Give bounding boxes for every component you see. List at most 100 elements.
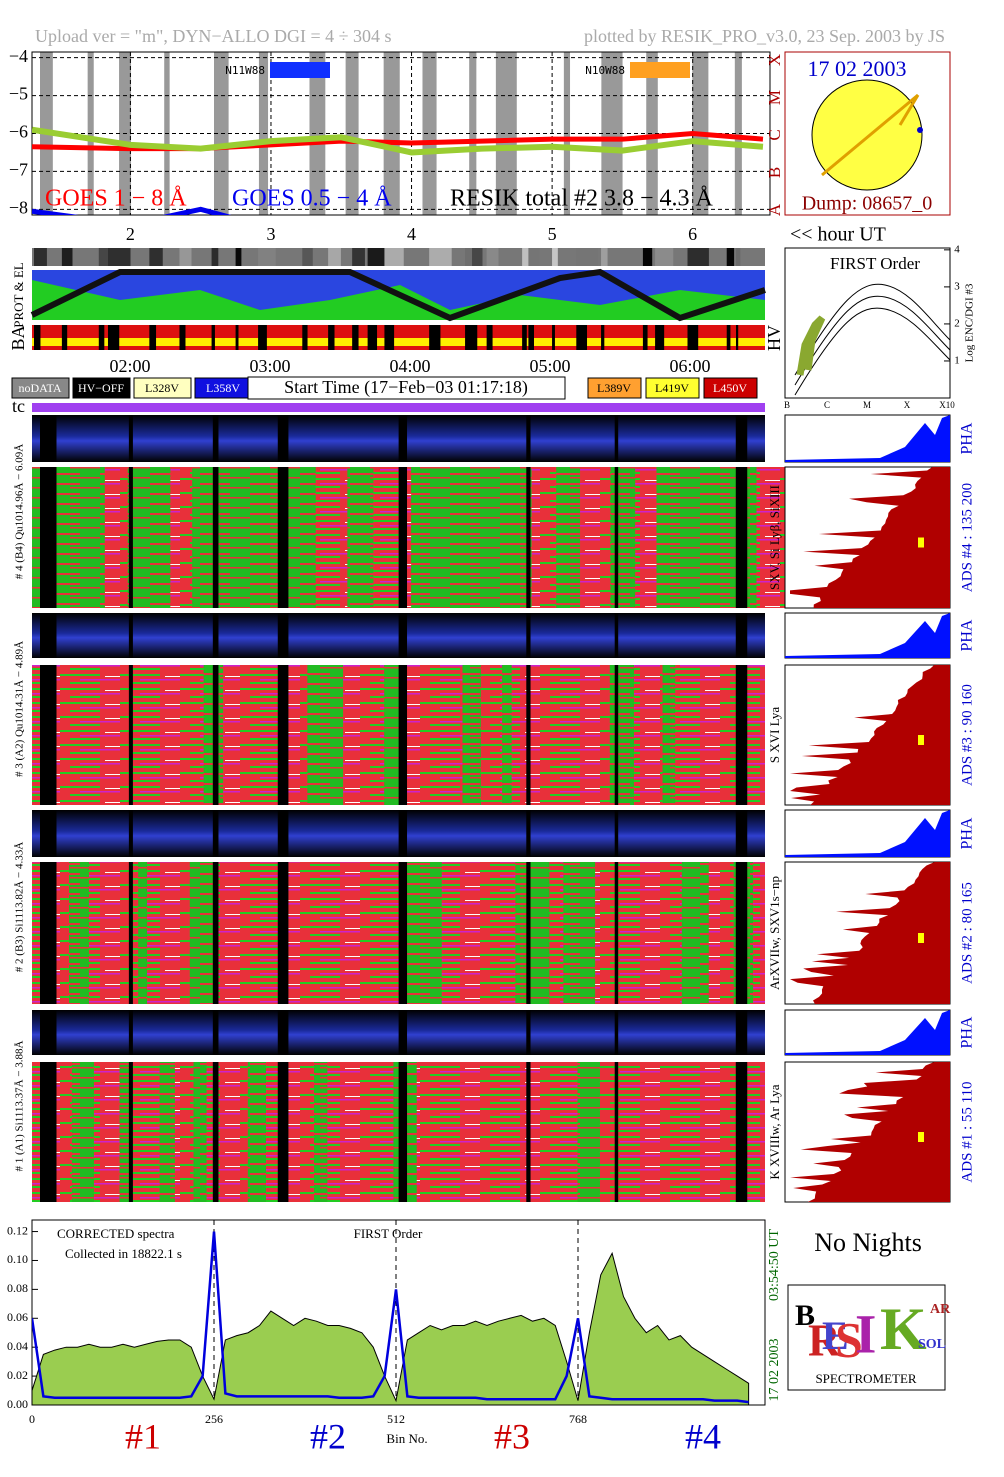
sun-arrow xyxy=(821,93,919,177)
spectrum-title: FIRST Order xyxy=(354,1226,423,1241)
time-label: 06:00 xyxy=(669,356,710,376)
strip-cell xyxy=(655,248,674,266)
sun-region xyxy=(917,127,923,133)
spectrum-date: 17 02 2003 xyxy=(767,1339,782,1402)
strip-cell xyxy=(601,248,608,266)
strip-gap xyxy=(179,325,186,350)
gap xyxy=(277,613,289,658)
gap xyxy=(128,665,133,805)
x-tick-label: 0 xyxy=(29,1412,35,1426)
strip-label: BA xyxy=(8,325,28,350)
legend-box xyxy=(133,377,192,399)
gap xyxy=(614,1010,619,1055)
line-names: ArXVIIw, SXV1s−np xyxy=(767,876,782,990)
strip-gap xyxy=(328,325,335,350)
x-tick-label: 768 xyxy=(569,1412,587,1426)
gap xyxy=(526,1010,531,1055)
logo-letter: AR xyxy=(930,1302,951,1317)
curve xyxy=(794,283,951,376)
logo-letter: B xyxy=(795,1299,815,1332)
y-tick-label: −8 xyxy=(9,197,28,217)
start-box xyxy=(247,376,566,400)
gap xyxy=(128,810,133,857)
gap xyxy=(212,862,219,1004)
spectra-stripe xyxy=(563,862,596,1004)
gap xyxy=(398,665,408,805)
x-tick-label: 3 xyxy=(266,224,275,244)
strip-gap xyxy=(576,325,588,350)
flare-class: X xyxy=(765,54,784,66)
spectra-stripe xyxy=(646,1062,679,1202)
gap xyxy=(526,467,531,608)
spectra-stripe xyxy=(547,665,586,805)
gap xyxy=(40,467,57,608)
gap xyxy=(212,1010,219,1055)
gap xyxy=(614,810,619,857)
data-gap xyxy=(601,52,623,215)
strip-gap xyxy=(522,325,527,350)
x-tick-label: 256 xyxy=(205,1412,223,1426)
y-tick-label: 4 xyxy=(954,243,960,255)
strip xyxy=(32,338,765,346)
spectrum-curves xyxy=(32,1231,750,1405)
strip-gap xyxy=(601,325,605,350)
x-label: Bin No. xyxy=(386,1431,427,1446)
note: CORRECTED spectra xyxy=(57,1226,175,1241)
gap xyxy=(277,1062,289,1202)
gap xyxy=(735,613,748,658)
gap xyxy=(277,665,289,805)
gap xyxy=(614,862,619,1004)
data-gap xyxy=(422,52,437,215)
gap xyxy=(735,415,748,462)
group-label: #4 xyxy=(685,1416,721,1456)
strip-cell xyxy=(735,248,741,266)
x-label: C xyxy=(824,400,830,410)
spectra-stripe xyxy=(706,665,722,805)
spectra-stripe xyxy=(577,1062,600,1202)
sun-date: 17 02 2003 xyxy=(808,56,907,81)
gap xyxy=(128,1010,133,1055)
line-names: K XVIIIw, Ar Lya xyxy=(767,1084,782,1179)
strip-gap xyxy=(726,325,731,350)
y-tick-label: −5 xyxy=(9,84,28,104)
group-label: #2 xyxy=(310,1416,346,1456)
strip-gap xyxy=(528,325,534,350)
pha-label: PHA xyxy=(959,619,976,651)
spectra-stripe xyxy=(170,467,193,608)
strip-gap xyxy=(552,325,555,350)
x-tick-label: 512 xyxy=(387,1412,405,1426)
legend-label: L389V xyxy=(597,381,631,395)
spectra-stripe xyxy=(515,862,550,1004)
spectra-shape xyxy=(790,467,950,608)
spectra-stripe xyxy=(72,665,93,805)
spectra-stripe xyxy=(69,862,89,1004)
gap xyxy=(212,415,219,462)
group-label: #3 xyxy=(494,1416,530,1456)
x-label: X10 xyxy=(939,400,955,410)
spectra-stripe xyxy=(248,467,270,608)
strip-cell xyxy=(149,248,163,266)
gap xyxy=(735,862,748,1004)
strip-cell xyxy=(726,248,735,266)
spectra-stripe xyxy=(261,862,283,1004)
x-label: M xyxy=(863,400,871,410)
tc-bar xyxy=(32,403,765,412)
gap xyxy=(526,665,531,805)
x-tick-label: 2 xyxy=(126,224,135,244)
gap xyxy=(40,613,57,658)
x-tick-label: 4 xyxy=(407,224,416,244)
pha-label: PHA xyxy=(959,422,976,454)
spectra-stripe xyxy=(94,862,116,1004)
strip-cell xyxy=(34,248,47,266)
gap xyxy=(398,613,408,658)
line-names: SXV, Si Lyβ, SiXIII xyxy=(767,485,782,590)
strip-label: HV xyxy=(764,325,784,351)
spectrum-time: 03:54:50 UT xyxy=(767,1229,782,1301)
strip-gap xyxy=(258,325,267,350)
pha-shape xyxy=(785,415,950,462)
spectra-shape xyxy=(790,862,950,1004)
gap xyxy=(735,1010,748,1055)
strip-gap xyxy=(107,325,120,350)
gap xyxy=(735,810,748,857)
gap xyxy=(614,415,619,462)
